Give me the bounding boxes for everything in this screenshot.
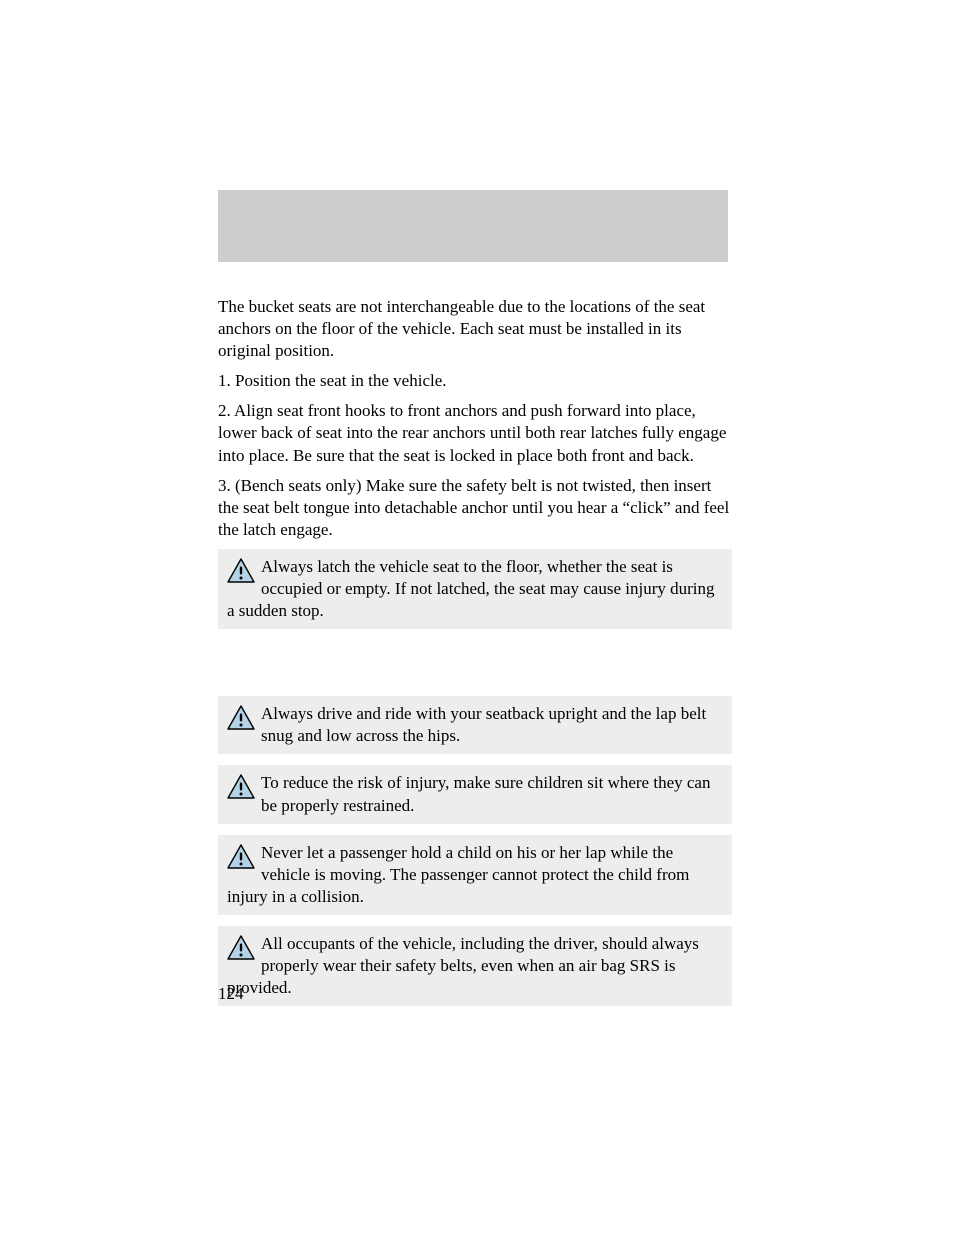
warning-text-4: Never let a passenger hold a child on hi…	[227, 843, 689, 906]
warning-box-5: All occupants of the vehicle, including …	[218, 926, 732, 1006]
intro-paragraph: The bucket seats are not interchangeable…	[218, 296, 732, 362]
step-3: 3. (Bench seats only) Make sure the safe…	[218, 475, 732, 541]
page-container: The bucket seats are not interchangeable…	[0, 0, 954, 1006]
warning-triangle-icon	[227, 558, 255, 590]
warning-text-5: All occupants of the vehicle, including …	[227, 934, 699, 997]
warning-triangle-icon	[227, 774, 255, 806]
warning-box-3: To reduce the risk of injury, make sure …	[218, 765, 732, 823]
warning-text-2: Always drive and ride with your seatback…	[261, 704, 706, 745]
warning-text-1: Always latch the vehicle seat to the flo…	[227, 557, 715, 620]
header-banner	[218, 190, 728, 262]
warning-triangle-icon	[227, 844, 255, 876]
warning-box-2: Always drive and ride with your seatback…	[218, 696, 732, 754]
step-1: 1. Position the seat in the vehicle.	[218, 370, 732, 392]
warning-text-3: To reduce the risk of injury, make sure …	[261, 773, 710, 814]
warning-triangle-icon	[227, 705, 255, 737]
warning-box-1: Always latch the vehicle seat to the flo…	[218, 549, 732, 629]
warning-box-4: Never let a passenger hold a child on hi…	[218, 835, 732, 915]
warning-triangle-icon	[227, 935, 255, 967]
section-gap	[218, 640, 732, 688]
step-2: 2. Align seat front hooks to front ancho…	[218, 400, 732, 466]
page-number: 124	[218, 983, 244, 1005]
